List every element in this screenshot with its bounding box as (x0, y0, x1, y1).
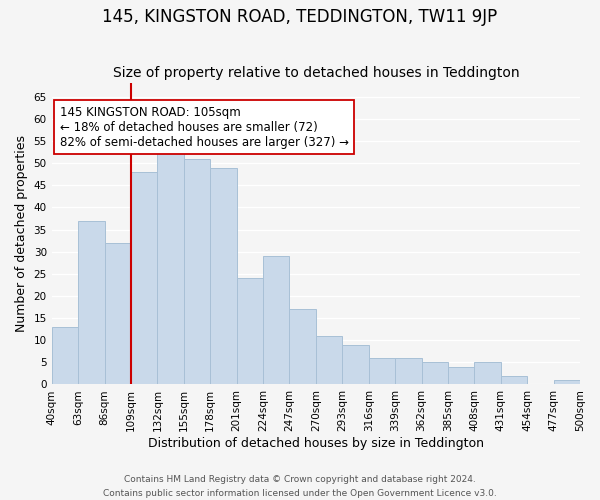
Bar (210, 168, 236, 384)
Y-axis label: Number of detached properties: Number of detached properties (15, 136, 28, 332)
Bar (421, 362, 448, 384)
Bar (289, 309, 316, 384)
Title: Size of property relative to detached houses in Teddington: Size of property relative to detached ho… (113, 66, 519, 80)
Bar (448, 367, 475, 384)
Bar (78, 220, 104, 384)
Bar (554, 380, 580, 384)
Bar (501, 376, 527, 384)
Bar (316, 336, 342, 384)
Bar (236, 278, 263, 384)
Bar (52, 327, 78, 384)
Bar (368, 358, 395, 384)
Bar (395, 358, 421, 384)
Bar (342, 344, 368, 385)
Text: 145, KINGSTON ROAD, TEDDINGTON, TW11 9JP: 145, KINGSTON ROAD, TEDDINGTON, TW11 9JP (103, 8, 497, 26)
Text: Contains HM Land Registry data © Crown copyright and database right 2024.
Contai: Contains HM Land Registry data © Crown c… (103, 476, 497, 498)
Bar (475, 362, 501, 384)
Bar (131, 172, 157, 384)
X-axis label: Distribution of detached houses by size in Teddington: Distribution of detached houses by size … (148, 437, 484, 450)
Text: 145 KINGSTON ROAD: 105sqm
← 18% of detached houses are smaller (72)
82% of semi-: 145 KINGSTON ROAD: 105sqm ← 18% of detac… (59, 106, 349, 148)
Bar (263, 256, 289, 384)
Bar (157, 146, 184, 384)
Bar (184, 158, 210, 384)
Bar (104, 243, 131, 384)
